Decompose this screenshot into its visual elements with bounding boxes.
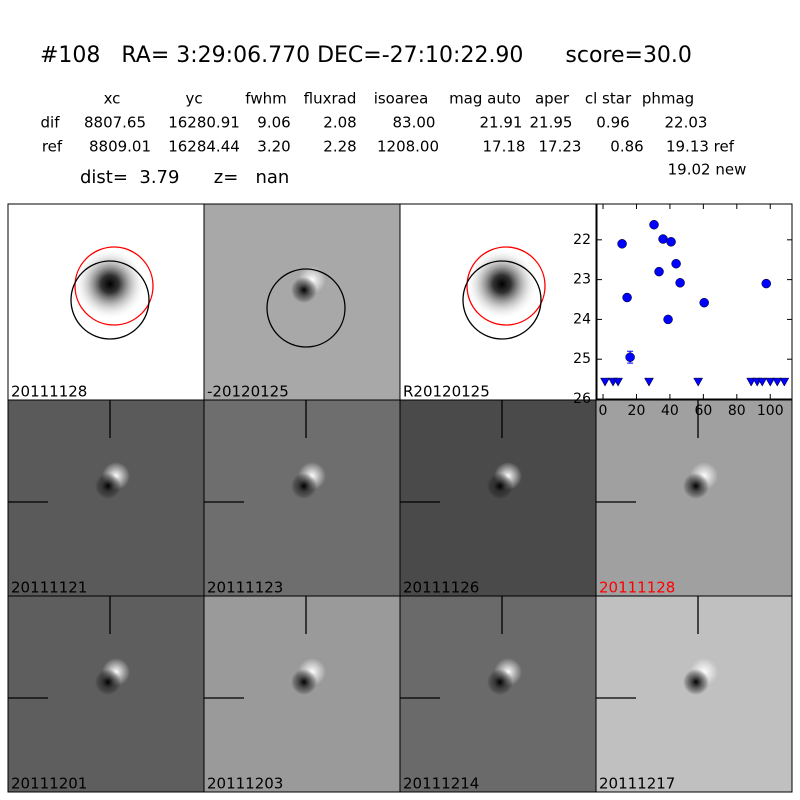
table-cell: 21.95 (530, 114, 573, 132)
residual-dip (95, 669, 121, 695)
column-header: aper (535, 90, 570, 108)
x-tick-label: 80 (728, 403, 746, 419)
panel-border (595, 595, 793, 793)
panel-label: 20111123 (207, 579, 283, 597)
point (649, 219, 659, 230)
y-tick-label: 25 (573, 351, 591, 367)
column-header: fluxrad (304, 90, 357, 108)
point (699, 297, 709, 308)
point (625, 352, 635, 362)
table-cell: ref (42, 138, 63, 156)
y-tick-label: 26 (573, 391, 591, 407)
point (675, 278, 685, 288)
residual-dip (487, 669, 513, 695)
table-cell: 0.96 (596, 114, 629, 132)
source (466, 248, 538, 320)
extra: 19.02 new (668, 161, 747, 179)
limit-point (693, 377, 704, 387)
column-header: cl star (585, 90, 632, 108)
x-tick-label: 40 (661, 403, 679, 419)
table-cell: 16280.91 (168, 114, 240, 132)
title: #108 RA= 3:29:06.770 DEC=-27:10:22.90 sc… (40, 43, 692, 68)
limit-point (765, 377, 776, 387)
y-tick-label: 24 (573, 311, 591, 327)
table-cell: 19.13 ref (666, 138, 735, 156)
limit-point (757, 377, 768, 387)
table-cell: 83.00 (393, 114, 436, 132)
residual-dip (95, 473, 121, 499)
table-cell: 21.91 (480, 114, 523, 132)
residual-dip (291, 473, 317, 499)
column-header: fwhm (245, 90, 286, 108)
x-tick-label: 100 (757, 403, 784, 419)
point (663, 314, 673, 325)
residual-dip (291, 669, 317, 695)
point (658, 234, 668, 244)
dist-line: dist= 3.79 z= nan (80, 167, 289, 188)
limit-point (644, 377, 654, 387)
panel-label: 20111128 (11, 383, 87, 401)
table-cell: 8809.01 (89, 138, 151, 156)
aperture-black (70, 260, 150, 340)
aperture-black (266, 268, 346, 348)
table-cell: 22.03 (665, 114, 708, 132)
table-cell: 3.20 (257, 138, 290, 156)
limit-point (746, 377, 757, 387)
table-cell: 16284.44 (168, 138, 240, 156)
point (622, 292, 632, 303)
residual-dip (683, 669, 709, 695)
column-header: phmag (642, 90, 694, 108)
source (74, 248, 146, 320)
table-cell: 17.23 (539, 138, 582, 156)
table-cell: 1208.00 (377, 138, 439, 156)
x-tick-label: 60 (694, 403, 712, 419)
panel-label: 20111121 (11, 579, 87, 597)
point (671, 258, 681, 269)
table-cell: 0.86 (610, 138, 643, 156)
limit-point (600, 377, 610, 387)
column-header: yc (185, 90, 202, 108)
panel-label: R20120125 (403, 383, 490, 401)
aperture-red (466, 246, 546, 326)
aperture-black (462, 260, 542, 340)
y-tick-label: 23 (573, 272, 591, 288)
panel-label: 20111126 (403, 579, 479, 597)
table-cell: 2.08 (323, 114, 356, 132)
residual-dip (291, 277, 317, 303)
residual-dip (487, 473, 513, 499)
table-cell: 8807.65 (84, 114, 146, 132)
table-cell: dif (41, 114, 61, 132)
table-cell: 17.18 (483, 138, 526, 156)
panel-label: -20120125 (207, 383, 289, 401)
point (666, 237, 676, 247)
limit-point (772, 377, 783, 387)
column-header: isoarea (374, 90, 429, 108)
table-cell: 9.06 (257, 114, 290, 132)
panel-label: 20111203 (207, 775, 283, 793)
x-tick-label: 0 (599, 403, 608, 419)
y-tick-label: 22 (573, 232, 591, 248)
point (761, 278, 771, 289)
x-tick-label: 20 (628, 403, 646, 419)
panel-label: 20111201 (11, 775, 87, 793)
panel-label: 20111214 (403, 775, 479, 793)
limit-point (779, 377, 790, 387)
point (617, 239, 627, 249)
point (654, 266, 664, 277)
residual-dip (683, 473, 709, 499)
column-header: mag auto (449, 90, 521, 108)
panel-label: 20111217 (599, 775, 675, 793)
panel-label: 20111128 (599, 579, 675, 597)
column-header: xc (104, 90, 121, 108)
aperture-red (74, 246, 154, 326)
limit-point (613, 377, 623, 387)
table-cell: 2.28 (323, 138, 356, 156)
